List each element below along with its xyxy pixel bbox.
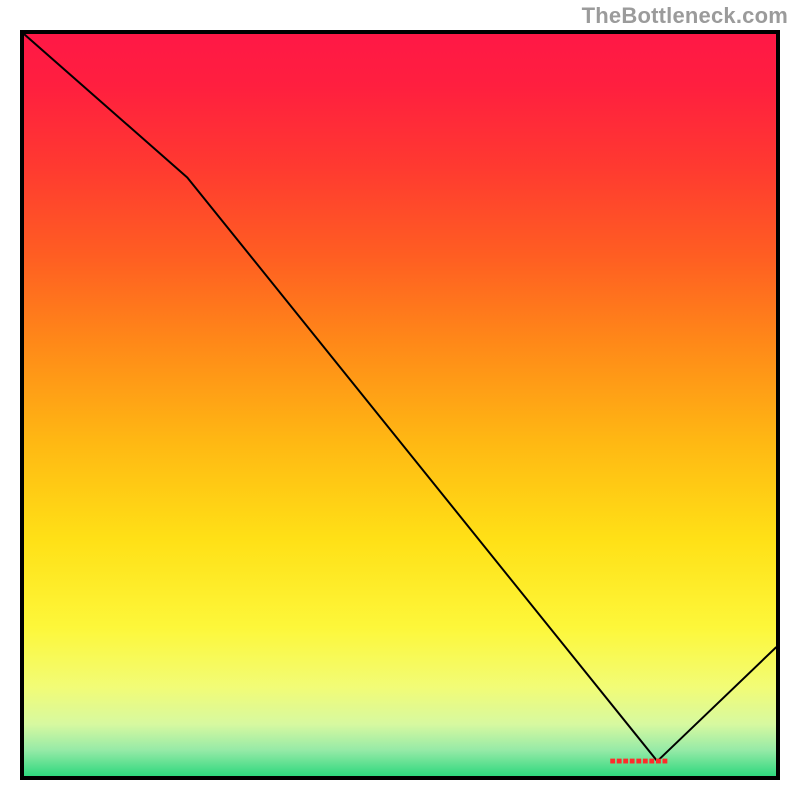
watermark: TheBottleneck.com (582, 3, 788, 29)
bottleneck-curve (24, 34, 776, 776)
chart-area: ■■■■■■■■■ (20, 30, 780, 780)
curve-minimum-label: ■■■■■■■■■ (610, 756, 669, 767)
